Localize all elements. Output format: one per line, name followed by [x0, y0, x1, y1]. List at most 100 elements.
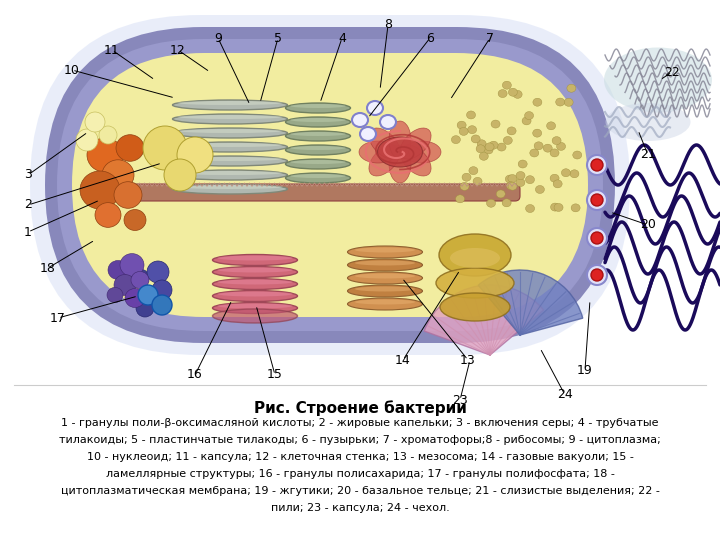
Ellipse shape: [591, 269, 603, 281]
Ellipse shape: [553, 180, 562, 188]
Text: 24: 24: [557, 388, 573, 402]
Ellipse shape: [290, 132, 346, 136]
Ellipse shape: [508, 174, 517, 183]
Ellipse shape: [546, 122, 556, 130]
Ellipse shape: [114, 274, 136, 295]
Ellipse shape: [355, 300, 415, 305]
Text: 1 - гранулы поли-β-оксимасляной кислоты; 2 - жировые капельки; 3 - включения сер: 1 - гранулы поли-β-оксимасляной кислоты;…: [61, 418, 659, 428]
Ellipse shape: [516, 179, 525, 186]
Ellipse shape: [178, 143, 282, 147]
Ellipse shape: [389, 121, 411, 159]
Ellipse shape: [380, 115, 396, 129]
Ellipse shape: [587, 190, 607, 210]
Ellipse shape: [290, 174, 346, 178]
Ellipse shape: [102, 160, 134, 190]
Text: 4: 4: [338, 31, 346, 44]
Ellipse shape: [290, 160, 346, 164]
Ellipse shape: [557, 143, 565, 151]
Ellipse shape: [108, 260, 128, 280]
Ellipse shape: [125, 288, 145, 307]
Ellipse shape: [513, 90, 522, 98]
Ellipse shape: [457, 121, 466, 129]
Text: 11: 11: [104, 44, 120, 57]
Text: 8: 8: [384, 18, 392, 31]
Ellipse shape: [290, 118, 346, 122]
Ellipse shape: [508, 182, 517, 190]
Ellipse shape: [173, 114, 287, 124]
Ellipse shape: [99, 126, 117, 144]
Text: пили; 23 - капсула; 24 - чехол.: пили; 23 - капсула; 24 - чехол.: [271, 503, 449, 513]
Ellipse shape: [518, 160, 527, 168]
Ellipse shape: [152, 280, 172, 300]
Ellipse shape: [95, 202, 121, 227]
Ellipse shape: [369, 128, 400, 159]
Ellipse shape: [456, 195, 464, 203]
Ellipse shape: [178, 115, 282, 119]
Text: тилакоиды; 5 - пластинчатые тилакоды; 6 - пузырьки; 7 - хроматофоры;8 - рибосомы: тилакоиды; 5 - пластинчатые тилакоды; 6 …: [59, 435, 661, 445]
Ellipse shape: [212, 291, 297, 301]
Ellipse shape: [460, 183, 469, 191]
Ellipse shape: [440, 293, 510, 321]
Text: 17: 17: [50, 312, 66, 325]
Ellipse shape: [131, 269, 149, 287]
Ellipse shape: [173, 184, 287, 194]
Ellipse shape: [439, 234, 511, 276]
Ellipse shape: [290, 104, 346, 108]
Text: Рис. Строение бактерии: Рис. Строение бактерии: [253, 400, 467, 416]
Text: 10 - нуклеоид; 11 - капсула; 12 - клеточная стенка; 13 - мезосома; 14 - газовые : 10 - нуклеоид; 11 - капсула; 12 - клеточ…: [86, 452, 634, 462]
FancyBboxPatch shape: [116, 184, 520, 201]
Ellipse shape: [212, 309, 297, 323]
Ellipse shape: [462, 173, 471, 181]
Ellipse shape: [212, 267, 297, 278]
Ellipse shape: [178, 129, 282, 133]
Ellipse shape: [107, 287, 123, 302]
Ellipse shape: [369, 145, 400, 176]
Ellipse shape: [503, 81, 511, 89]
Ellipse shape: [348, 246, 423, 258]
Ellipse shape: [533, 98, 542, 106]
Text: цитоплазматическая мембрана; 19 - жгутики; 20 - базальное тельце; 21 - слизистые: цитоплазматическая мембрана; 19 - жгутик…: [60, 486, 660, 496]
Ellipse shape: [355, 247, 415, 253]
Ellipse shape: [178, 171, 282, 175]
Ellipse shape: [178, 157, 282, 161]
Text: 13: 13: [460, 354, 476, 367]
Ellipse shape: [173, 100, 287, 110]
Ellipse shape: [173, 128, 287, 138]
Ellipse shape: [502, 199, 511, 207]
Ellipse shape: [136, 299, 154, 317]
Text: 14: 14: [395, 354, 411, 367]
Ellipse shape: [550, 174, 559, 182]
Ellipse shape: [116, 134, 144, 161]
Ellipse shape: [551, 203, 559, 211]
Ellipse shape: [508, 88, 518, 96]
Text: 12: 12: [170, 44, 186, 57]
Ellipse shape: [489, 141, 498, 149]
Ellipse shape: [525, 112, 534, 119]
Text: 20: 20: [640, 219, 656, 232]
Ellipse shape: [76, 129, 98, 151]
Ellipse shape: [450, 248, 500, 268]
Wedge shape: [424, 285, 544, 355]
Ellipse shape: [286, 145, 351, 155]
Ellipse shape: [217, 255, 292, 260]
Ellipse shape: [217, 267, 292, 273]
Text: 15: 15: [267, 368, 283, 381]
Ellipse shape: [516, 172, 525, 179]
Ellipse shape: [507, 127, 516, 135]
Ellipse shape: [487, 199, 495, 207]
FancyBboxPatch shape: [57, 39, 603, 331]
Ellipse shape: [591, 194, 603, 206]
Ellipse shape: [348, 298, 423, 310]
Ellipse shape: [491, 120, 500, 128]
Ellipse shape: [485, 143, 494, 151]
Ellipse shape: [484, 146, 493, 154]
Ellipse shape: [87, 138, 123, 172]
Ellipse shape: [360, 127, 376, 141]
FancyBboxPatch shape: [30, 15, 630, 355]
Text: 1: 1: [24, 226, 32, 239]
Ellipse shape: [367, 101, 383, 115]
Ellipse shape: [286, 117, 351, 127]
Ellipse shape: [355, 273, 415, 279]
Ellipse shape: [496, 190, 505, 198]
Ellipse shape: [355, 287, 415, 292]
